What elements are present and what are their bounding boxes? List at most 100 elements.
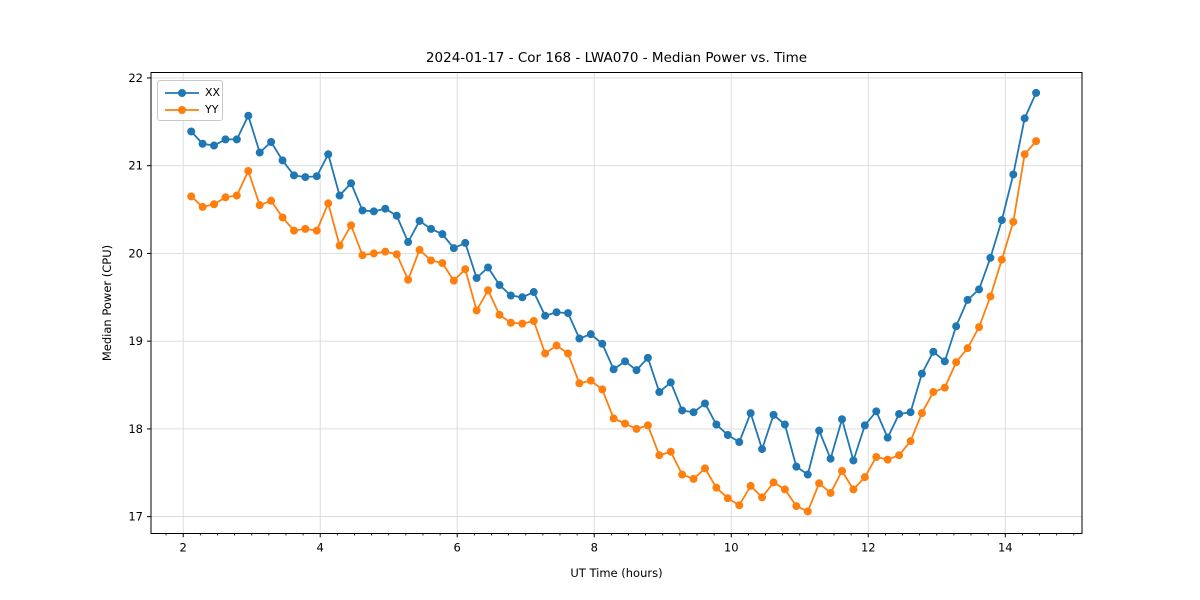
series-XX-point bbox=[484, 263, 493, 272]
series-XX-point bbox=[803, 470, 812, 479]
series-YY-point bbox=[803, 507, 812, 516]
series-XX-point bbox=[518, 293, 527, 302]
series-XX-point bbox=[392, 211, 401, 220]
axes-box bbox=[150, 72, 1083, 534]
y-tick-label: 22 bbox=[128, 71, 143, 85]
series-YY-point bbox=[335, 241, 344, 250]
series-XX-point bbox=[872, 407, 881, 416]
legend-entry-yy: YY bbox=[165, 101, 222, 118]
series-YY-point bbox=[438, 259, 447, 268]
series-XX-point bbox=[952, 322, 961, 331]
series-XX-point bbox=[929, 347, 938, 356]
series-YY-point bbox=[358, 251, 367, 260]
series-XX-point bbox=[746, 409, 755, 418]
series-YY-point bbox=[678, 470, 687, 479]
series-XX-point bbox=[347, 179, 356, 188]
y-tick-label: 21 bbox=[128, 159, 143, 173]
series-YY-point bbox=[210, 200, 219, 209]
series-YY-point bbox=[872, 452, 881, 461]
series-XX-point bbox=[826, 454, 835, 463]
series-XX-point bbox=[655, 388, 664, 397]
series-YY-point bbox=[324, 199, 333, 208]
y-tick-label: 19 bbox=[128, 334, 143, 348]
y-tick-label: 17 bbox=[128, 510, 143, 524]
series-YY-point bbox=[963, 344, 972, 353]
series-YY-point bbox=[792, 502, 801, 511]
series-XX-point bbox=[609, 365, 618, 374]
series-YY-point bbox=[1009, 217, 1018, 226]
x-tick-label: 8 bbox=[591, 540, 598, 554]
series-YY-point bbox=[815, 479, 824, 488]
series-XX-point bbox=[267, 138, 276, 147]
series-YY-point bbox=[689, 474, 698, 483]
series-YY-point bbox=[552, 341, 561, 350]
series-XX-point bbox=[335, 191, 344, 200]
x-axis-label: UT Time (hours) bbox=[570, 566, 663, 580]
series-YY-point bbox=[586, 376, 595, 385]
series-YY-point bbox=[621, 419, 630, 428]
series-YY-point bbox=[221, 193, 230, 202]
series-YY-point bbox=[267, 196, 276, 205]
series-XX-point bbox=[301, 173, 310, 182]
series-YY-point bbox=[449, 276, 458, 285]
series-XX-point bbox=[940, 357, 949, 366]
series-XX-point bbox=[541, 311, 550, 320]
series-YY-line bbox=[190, 140, 1037, 513]
series-YY-point bbox=[301, 224, 310, 233]
series-XX-point bbox=[426, 224, 435, 233]
series-XX-point bbox=[210, 141, 219, 150]
series-YY-point bbox=[404, 275, 413, 284]
series-XX-point bbox=[963, 295, 972, 304]
series-XX-point bbox=[689, 408, 698, 417]
series-YY-point bbox=[369, 249, 378, 258]
series-XX-point bbox=[780, 420, 789, 429]
series-YY-point bbox=[917, 409, 926, 418]
series-YY-point bbox=[838, 467, 847, 476]
series-YY-point bbox=[952, 358, 961, 367]
series-XX-point bbox=[1032, 88, 1041, 97]
x-tick-label: 6 bbox=[454, 540, 461, 554]
series-YY-point bbox=[541, 349, 550, 358]
series-XX-point bbox=[404, 238, 413, 247]
series-XX-point bbox=[381, 204, 390, 213]
series-YY-point bbox=[472, 306, 481, 315]
series-XX-point bbox=[712, 420, 721, 429]
series-YY-point bbox=[278, 213, 287, 222]
series-XX-point bbox=[621, 357, 630, 366]
series-XX-point bbox=[632, 366, 641, 375]
series-YY-point bbox=[860, 473, 869, 482]
series-YY-point bbox=[975, 323, 984, 332]
series-YY-point bbox=[461, 265, 470, 274]
series-XX-point bbox=[312, 172, 321, 181]
series-XX-point bbox=[289, 171, 298, 180]
series-YY-point bbox=[392, 250, 401, 259]
legend-swatch-xx-icon bbox=[165, 88, 199, 97]
series-XX-point bbox=[529, 288, 538, 297]
series-YY-point bbox=[598, 385, 607, 394]
series-XX-point bbox=[997, 216, 1006, 225]
series-XX-point bbox=[438, 230, 447, 239]
series-XX-point bbox=[883, 433, 892, 442]
series-XX-point bbox=[678, 406, 687, 415]
series-YY-point bbox=[609, 414, 618, 423]
series-YY-point bbox=[381, 247, 390, 256]
series-XX-point bbox=[244, 111, 253, 120]
series-XX-point bbox=[415, 216, 424, 225]
series-XX-point bbox=[666, 378, 675, 387]
series-YY-point bbox=[758, 493, 767, 502]
series-XX-point bbox=[564, 309, 572, 318]
legend-entry-xx: XX bbox=[165, 84, 222, 101]
series-YY-point bbox=[312, 226, 321, 235]
x-tick-label: 10 bbox=[724, 540, 739, 554]
series-YY-point bbox=[826, 488, 835, 497]
series-XX-point bbox=[838, 415, 847, 424]
series-YY-point bbox=[723, 494, 732, 503]
series-XX-point bbox=[369, 207, 378, 216]
series-YY-point bbox=[997, 255, 1006, 264]
series-XX-point bbox=[723, 431, 732, 440]
series-XX-point bbox=[598, 339, 607, 348]
series-YY-point bbox=[415, 245, 424, 254]
series-YY-point bbox=[701, 464, 710, 473]
series-YY-point bbox=[564, 349, 572, 358]
